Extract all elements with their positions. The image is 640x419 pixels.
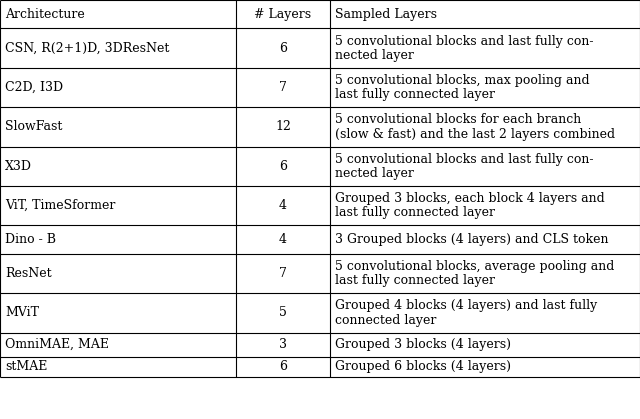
Text: C2D, I3D: C2D, I3D [5, 81, 63, 94]
Text: 5 convolutional blocks, average pooling and: 5 convolutional blocks, average pooling … [335, 260, 615, 273]
Text: X3D: X3D [5, 160, 32, 173]
Text: nected layer: nected layer [335, 49, 414, 62]
Text: 7: 7 [279, 81, 287, 94]
Text: last fully connected layer: last fully connected layer [335, 274, 495, 287]
Text: ResNet: ResNet [5, 267, 52, 280]
Text: 7: 7 [279, 267, 287, 280]
Text: OmniMAE, MAE: OmniMAE, MAE [5, 338, 109, 351]
Text: 4: 4 [279, 199, 287, 212]
Text: CSN, R(2+1)D, 3DResNet: CSN, R(2+1)D, 3DResNet [5, 41, 170, 55]
Text: 12: 12 [275, 120, 291, 134]
Text: (slow & fast) and the last 2 layers combined: (slow & fast) and the last 2 layers comb… [335, 127, 616, 141]
Text: # Layers: # Layers [254, 8, 312, 21]
Text: 5 convolutional blocks for each branch: 5 convolutional blocks for each branch [335, 113, 582, 127]
Text: Grouped 3 blocks, each block 4 layers and: Grouped 3 blocks, each block 4 layers an… [335, 192, 605, 205]
Text: 5: 5 [279, 306, 287, 320]
Text: last fully connected layer: last fully connected layer [335, 88, 495, 101]
Text: last fully connected layer: last fully connected layer [335, 206, 495, 220]
Text: ViT, TimeSformer: ViT, TimeSformer [5, 199, 115, 212]
Text: 3 Grouped blocks (4 layers) and CLS token: 3 Grouped blocks (4 layers) and CLS toke… [335, 233, 609, 246]
Text: Architecture: Architecture [5, 8, 85, 21]
Text: Grouped 6 blocks (4 layers): Grouped 6 blocks (4 layers) [335, 360, 511, 373]
Text: 3: 3 [279, 338, 287, 351]
Text: SlowFast: SlowFast [5, 120, 63, 134]
Text: 6: 6 [279, 160, 287, 173]
Text: 5 convolutional blocks and last fully con-: 5 convolutional blocks and last fully co… [335, 34, 594, 48]
Text: 5 convolutional blocks, max pooling and: 5 convolutional blocks, max pooling and [335, 74, 590, 87]
Text: Sampled Layers: Sampled Layers [335, 8, 437, 21]
Text: Grouped 4 blocks (4 layers) and last fully: Grouped 4 blocks (4 layers) and last ful… [335, 299, 598, 313]
Text: 5 convolutional blocks and last fully con-: 5 convolutional blocks and last fully co… [335, 153, 594, 166]
Text: 6: 6 [279, 41, 287, 55]
Text: Grouped 3 blocks (4 layers): Grouped 3 blocks (4 layers) [335, 338, 511, 351]
Text: stMAE: stMAE [5, 360, 47, 373]
Text: 4: 4 [279, 233, 287, 246]
Text: Dino - B: Dino - B [5, 233, 56, 246]
Text: 6: 6 [279, 360, 287, 373]
Text: MViT: MViT [5, 306, 39, 320]
Text: connected layer: connected layer [335, 313, 436, 327]
Text: nected layer: nected layer [335, 167, 414, 180]
